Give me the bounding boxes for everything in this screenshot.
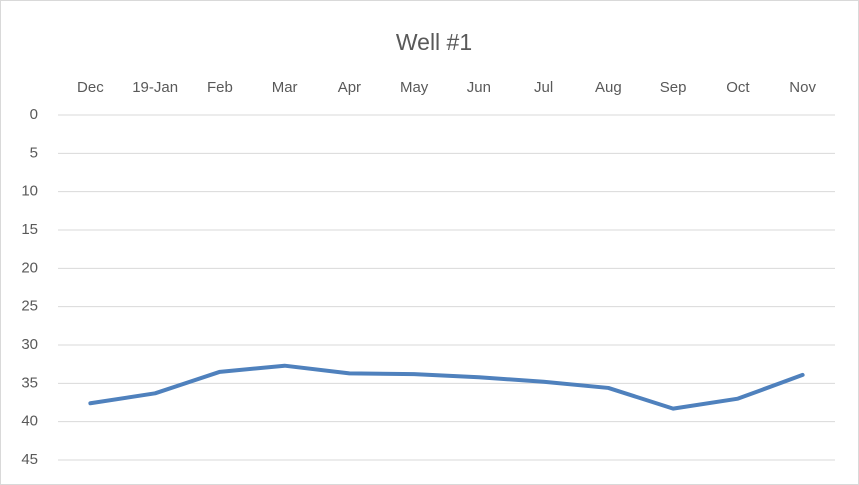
data-line [88, 363, 805, 411]
y-tick-label: 20 [21, 259, 38, 276]
x-tick-label: Dec [77, 79, 104, 96]
y-tick-label: 15 [21, 221, 38, 238]
x-tick-label: Apr [338, 79, 361, 96]
chart-title: Well #1 [396, 29, 472, 55]
x-tick-label: Sep [660, 79, 687, 96]
y-tick-label: 40 [21, 413, 38, 430]
y-tick-label: 5 [30, 144, 38, 161]
x-tick-label: Feb [207, 79, 233, 96]
x-tick-label: Nov [789, 79, 816, 96]
y-tick-label: 45 [21, 451, 38, 468]
x-tick-label: Jul [534, 79, 553, 96]
y-tick-label: 10 [21, 183, 38, 200]
x-tick-label: Jun [467, 79, 491, 96]
y-tick-label: 0 [30, 106, 38, 123]
x-tick-label: 19-Jan [132, 79, 178, 96]
y-tick-label: 35 [21, 374, 38, 391]
x-tick-label: Oct [726, 79, 750, 96]
y-tick-label: 25 [21, 298, 38, 315]
y-tick-label: 30 [21, 336, 38, 353]
x-tick-label: Aug [595, 79, 622, 96]
x-tick-label: Mar [272, 79, 298, 96]
x-tick-label: May [400, 79, 429, 96]
